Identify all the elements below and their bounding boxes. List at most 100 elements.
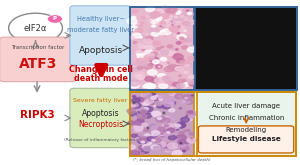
Circle shape [145,77,153,81]
Circle shape [143,64,152,69]
Circle shape [167,128,175,132]
Circle shape [173,35,176,36]
Circle shape [161,135,164,137]
Circle shape [130,66,140,72]
Circle shape [174,143,182,148]
Circle shape [182,45,184,46]
Circle shape [146,15,150,17]
Circle shape [145,87,147,89]
Circle shape [139,45,146,48]
Circle shape [167,31,172,34]
Text: *: * [162,111,166,120]
Circle shape [177,33,180,34]
Circle shape [129,129,134,131]
Circle shape [189,132,194,135]
Circle shape [136,134,141,137]
Circle shape [141,22,144,24]
Circle shape [158,95,164,98]
Circle shape [140,95,148,99]
Circle shape [47,15,62,23]
Circle shape [179,132,184,134]
Circle shape [180,37,184,40]
Text: (*; broad foci of hepatocellular death): (*; broad foci of hepatocellular death) [133,158,210,162]
Circle shape [145,63,155,69]
Circle shape [166,149,171,152]
Circle shape [134,126,143,131]
Circle shape [188,20,196,24]
Circle shape [183,21,189,25]
Circle shape [144,55,154,60]
Circle shape [175,124,180,127]
Circle shape [135,98,140,101]
Text: P: P [53,16,57,21]
Circle shape [159,132,166,136]
Circle shape [178,8,182,11]
Circle shape [133,88,136,90]
Circle shape [167,143,178,149]
Circle shape [169,21,175,25]
Circle shape [179,75,181,76]
Circle shape [135,28,143,33]
Circle shape [177,83,184,88]
Text: eIF2α: eIF2α [24,24,47,33]
Circle shape [167,132,170,133]
Circle shape [129,36,134,39]
Circle shape [187,138,196,143]
Circle shape [163,104,170,109]
Circle shape [139,133,144,136]
Circle shape [141,140,152,146]
Circle shape [166,130,175,135]
Circle shape [151,52,157,56]
Circle shape [136,54,140,56]
Circle shape [178,96,182,98]
Circle shape [154,105,157,106]
Circle shape [148,70,157,75]
Circle shape [150,18,161,24]
Circle shape [149,57,159,62]
Circle shape [162,76,171,81]
Circle shape [152,139,155,141]
Circle shape [154,16,162,20]
Circle shape [188,111,192,113]
Circle shape [185,65,190,67]
Circle shape [148,40,152,42]
Circle shape [172,66,182,71]
Circle shape [137,118,144,122]
Circle shape [184,100,190,104]
Circle shape [152,126,157,129]
Circle shape [167,45,173,48]
Circle shape [132,103,141,108]
Circle shape [151,79,158,83]
Circle shape [175,11,181,14]
Circle shape [157,60,163,63]
Circle shape [158,22,167,27]
Circle shape [183,14,187,16]
Text: Severe fatty liver: Severe fatty liver [74,98,128,103]
Circle shape [160,109,169,114]
Circle shape [176,59,185,63]
Text: Healthy liver~: Healthy liver~ [76,16,124,22]
Circle shape [169,109,175,112]
Circle shape [149,63,155,66]
Circle shape [183,30,186,31]
Circle shape [142,149,149,153]
FancyBboxPatch shape [70,88,131,148]
Circle shape [137,44,143,47]
Circle shape [170,16,172,17]
Circle shape [153,146,164,152]
Circle shape [158,12,160,13]
Circle shape [137,75,144,80]
Circle shape [150,16,156,19]
Circle shape [187,25,190,26]
Circle shape [137,66,142,69]
Text: *: * [178,141,182,150]
Circle shape [160,138,166,142]
Circle shape [141,153,144,154]
Circle shape [179,37,183,39]
Circle shape [141,48,146,50]
Circle shape [132,95,135,97]
Circle shape [132,98,140,102]
Circle shape [141,94,146,97]
Circle shape [154,41,158,43]
Circle shape [146,93,149,95]
